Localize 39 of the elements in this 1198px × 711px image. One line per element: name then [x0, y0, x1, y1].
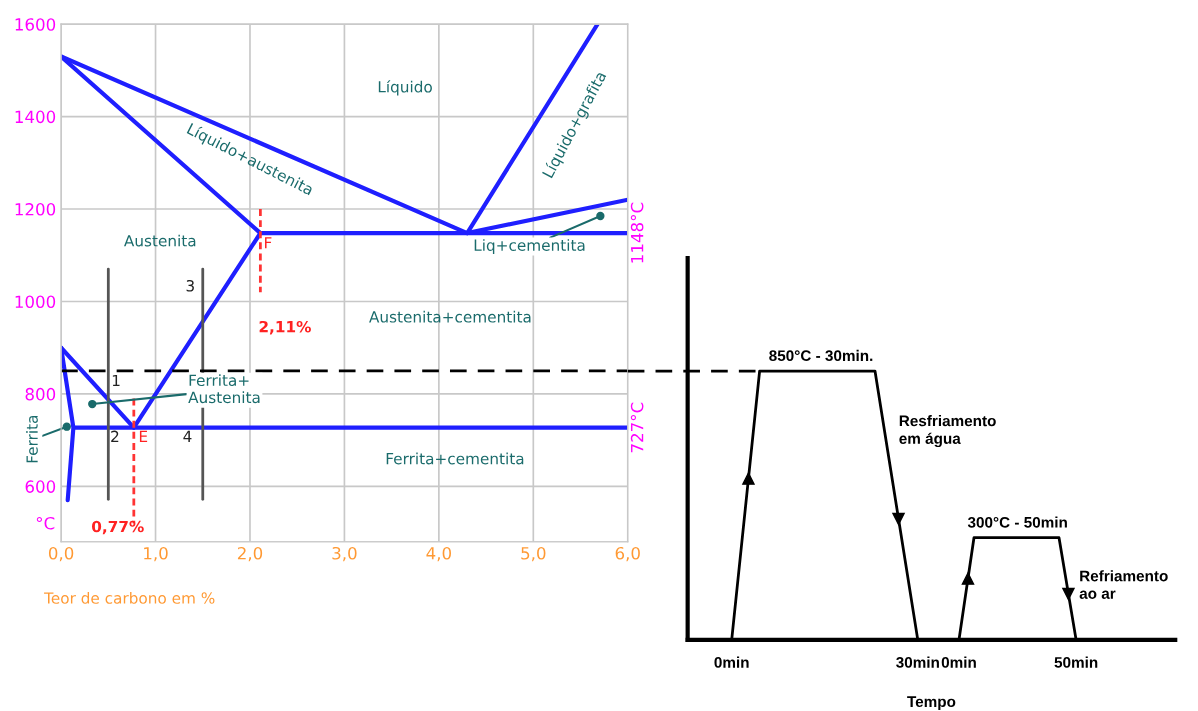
y-tick-label: 1400 — [15, 110, 56, 124]
annotation: 850°C - 30min. — [769, 349, 873, 362]
x2-tick-label: 50min — [1054, 656, 1098, 668]
annotation: Ferrita+cementita — [386, 452, 524, 465]
y-tick-label: 600 — [25, 480, 56, 493]
x-axis-title: Teor de carbono em % — [44, 591, 215, 604]
annotation: 300°C - 50min — [967, 516, 1067, 528]
y-tick-label: 1600 — [15, 18, 56, 31]
x-tick-label: 5,0 — [521, 546, 546, 562]
annotation: Austenita+cementita — [369, 310, 531, 323]
y-tick-label: 800 — [25, 387, 56, 401]
annotation: 2 — [111, 430, 119, 442]
y-tick-label: 1200 — [15, 203, 56, 216]
annotation: Refriamento ao ar — [1079, 570, 1168, 599]
annotation: 0,77% — [91, 520, 144, 535]
annotation: 3 — [186, 280, 194, 292]
x-tick-label: 0,0 — [48, 546, 74, 562]
x-tick-label: 1,0 — [144, 546, 168, 562]
x-tick-label: 30min — [896, 656, 939, 668]
annotation: E — [139, 430, 148, 442]
annotation: Resfriamento em água — [899, 415, 996, 448]
annotation: 1 — [112, 374, 120, 387]
annotation: F — [265, 237, 272, 249]
annotation: Liq+cementita — [474, 239, 585, 254]
x-tick-label: 6,0 — [615, 546, 640, 562]
annotation: Ferrita — [26, 415, 38, 463]
annotation: 2,11% — [259, 320, 311, 335]
x-tick-label: 3,0 — [332, 546, 357, 562]
x-axis-title: Tempo — [907, 696, 956, 711]
x-tick-label: 4,0 — [426, 546, 452, 562]
annotation: 4 — [183, 430, 192, 442]
annotation: Ferrita+ Austenita — [188, 374, 260, 404]
y2-tick-label: 727°C — [630, 402, 644, 453]
x-tick-label: 2,0 — [237, 546, 263, 562]
y-axis-title: °C — [36, 516, 55, 530]
annotation: Austenita — [124, 234, 196, 247]
y-tick-label: 1000 — [15, 295, 56, 309]
y2-tick-label: 1148°C — [630, 202, 644, 263]
annotation: Líquido — [378, 80, 432, 96]
